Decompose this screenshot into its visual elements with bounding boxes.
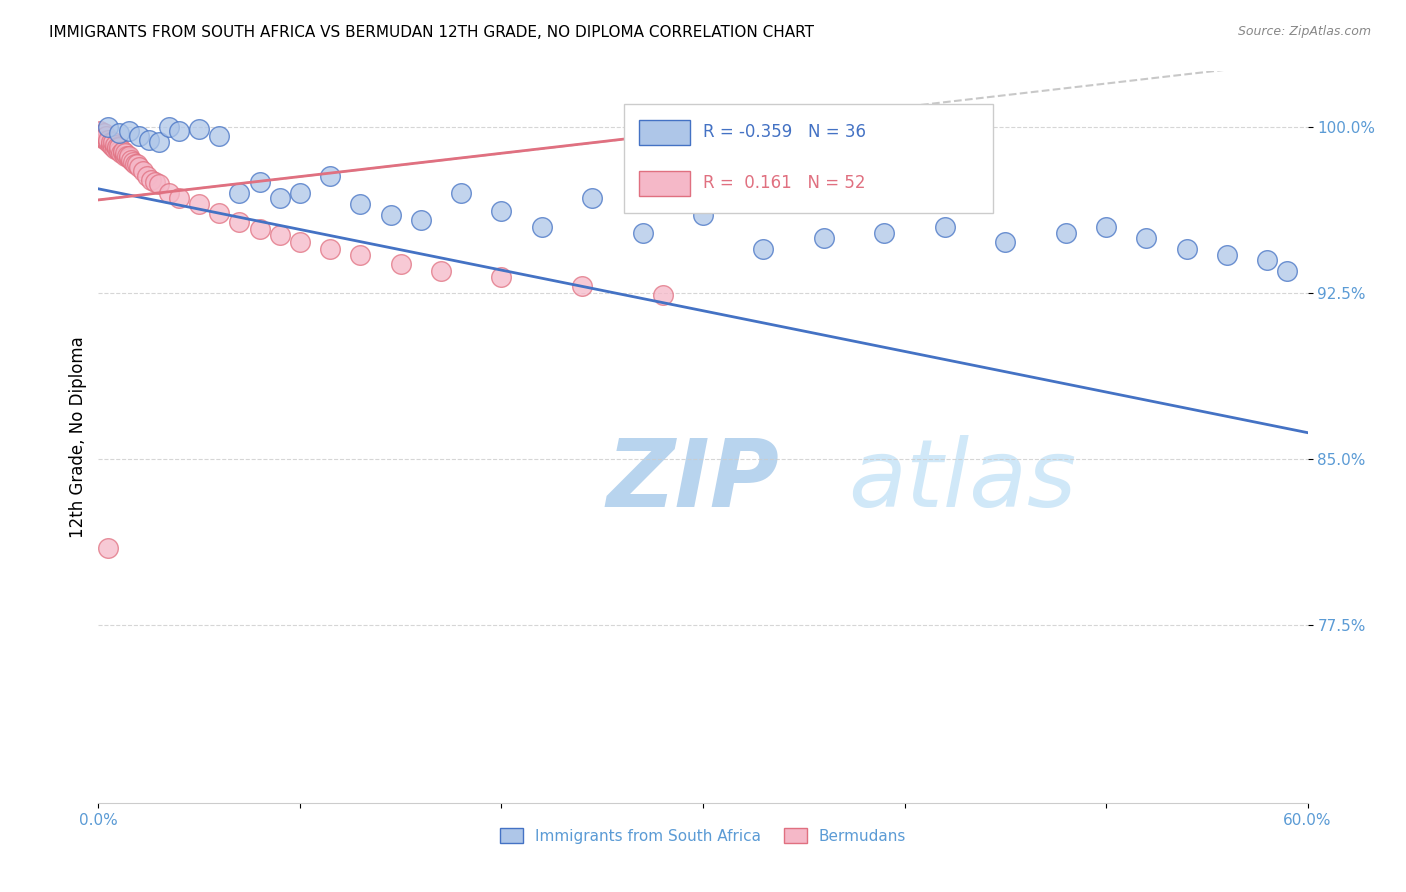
Point	[157, 120, 180, 134]
Point	[188, 122, 211, 136]
Point	[97, 120, 120, 134]
Point	[994, 235, 1017, 249]
Point	[148, 178, 170, 192]
Text: R =  0.161   N = 52: R = 0.161 N = 52	[703, 174, 866, 193]
Point	[208, 206, 231, 220]
Text: IMMIGRANTS FROM SOUTH AFRICA VS BERMUDAN 12TH GRADE, NO DIPLOMA CORRELATION CHAR: IMMIGRANTS FROM SOUTH AFRICA VS BERMUDAN…	[49, 25, 814, 40]
Point	[105, 139, 128, 153]
Point	[409, 212, 432, 227]
Point	[107, 139, 129, 153]
Point	[110, 146, 132, 161]
Point	[651, 288, 673, 302]
Point	[103, 142, 125, 156]
Point	[167, 191, 190, 205]
Point	[111, 144, 134, 158]
Y-axis label: 12th Grade, No Diploma: 12th Grade, No Diploma	[69, 336, 87, 538]
Point	[97, 133, 120, 147]
Point	[125, 157, 148, 171]
Point	[107, 127, 129, 141]
Point	[1135, 230, 1157, 244]
Point	[167, 124, 190, 138]
Point	[100, 136, 122, 150]
Point	[91, 131, 114, 145]
Point	[228, 215, 250, 229]
Point	[96, 133, 118, 147]
Point	[157, 186, 180, 201]
Point	[380, 209, 402, 223]
Point	[114, 146, 136, 161]
Point	[120, 153, 142, 167]
Point	[107, 144, 129, 158]
Point	[188, 197, 211, 211]
Point	[103, 137, 125, 152]
FancyBboxPatch shape	[638, 120, 690, 145]
Point	[96, 128, 118, 143]
Point	[138, 133, 160, 147]
Point	[249, 175, 271, 189]
Point	[1216, 248, 1239, 262]
Point	[752, 242, 775, 256]
Point	[89, 124, 111, 138]
Point	[934, 219, 956, 234]
Point	[269, 191, 291, 205]
Point	[581, 191, 603, 205]
Point	[97, 541, 120, 555]
Point	[1054, 226, 1077, 240]
Point	[1175, 242, 1198, 256]
Point	[97, 136, 120, 150]
Text: R = -0.359   N = 36: R = -0.359 N = 36	[703, 123, 866, 141]
Point	[1277, 264, 1299, 278]
Point	[101, 136, 124, 150]
Point	[349, 248, 371, 262]
Text: ZIP: ZIP	[606, 435, 779, 527]
Point	[135, 169, 157, 183]
Point	[571, 279, 593, 293]
Point	[491, 270, 513, 285]
Point	[128, 160, 150, 174]
Point	[132, 164, 155, 178]
Point	[118, 124, 141, 138]
FancyBboxPatch shape	[624, 104, 993, 212]
Point	[1256, 252, 1278, 267]
Point	[491, 204, 513, 219]
Point	[93, 131, 115, 145]
Point	[105, 142, 128, 156]
Point	[389, 257, 412, 271]
Point	[148, 136, 170, 150]
Point	[111, 146, 134, 161]
Point	[631, 226, 654, 240]
Point	[692, 209, 714, 223]
Point	[1095, 219, 1118, 234]
Point	[269, 228, 291, 243]
Point	[319, 169, 342, 183]
Point	[208, 128, 231, 143]
Point	[124, 157, 146, 171]
Point	[128, 128, 150, 143]
Point	[143, 175, 166, 189]
Point	[873, 226, 896, 240]
Point	[288, 186, 311, 201]
Point	[228, 186, 250, 201]
FancyBboxPatch shape	[638, 171, 690, 195]
Point	[288, 235, 311, 249]
Point	[349, 197, 371, 211]
Point	[139, 173, 162, 187]
Point	[100, 137, 122, 152]
Point	[530, 219, 553, 234]
Point	[121, 155, 143, 169]
Point	[101, 139, 124, 153]
Point	[813, 230, 835, 244]
Point	[114, 148, 136, 162]
Point	[249, 221, 271, 235]
Point	[118, 148, 141, 162]
Point	[430, 264, 453, 278]
Point	[450, 186, 472, 201]
Point	[93, 127, 115, 141]
Point	[118, 151, 141, 165]
Legend: Immigrants from South Africa, Bermudans: Immigrants from South Africa, Bermudans	[494, 822, 912, 850]
Text: Source: ZipAtlas.com: Source: ZipAtlas.com	[1237, 25, 1371, 38]
Point	[319, 242, 342, 256]
Text: atlas: atlas	[848, 435, 1077, 526]
Point	[115, 148, 138, 162]
